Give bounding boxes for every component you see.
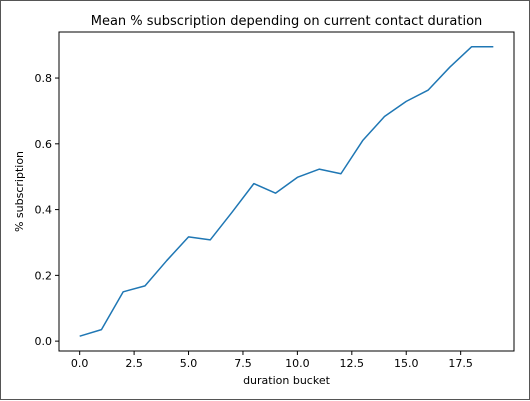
series-layer <box>80 47 494 336</box>
x-tick-label: 10.0 <box>285 357 310 370</box>
x-tick-label: 2.5 <box>125 357 143 370</box>
y-tick-label: 0.4 <box>35 204 53 217</box>
y-tick-label: 0.8 <box>35 72 53 85</box>
x-tick-label: 17.5 <box>448 357 473 370</box>
x-tick-label: 5.0 <box>180 357 198 370</box>
y-tick-label: 0.0 <box>35 335 53 348</box>
chart-title: Mean % subscription depending on current… <box>91 14 483 29</box>
y-axis-label: % subscription <box>13 151 26 232</box>
x-axis-label: duration bucket <box>243 374 331 387</box>
x-tick-label: 7.5 <box>234 357 252 370</box>
series-line <box>80 47 494 336</box>
y-tick-label: 0.2 <box>35 269 53 282</box>
x-tick-label: 12.5 <box>340 357 365 370</box>
plot-area <box>59 32 514 351</box>
x-tick-label: 0.0 <box>71 357 89 370</box>
x-axis: 0.0 2.5 5.0 7.5 10.0 12.5 15.0 17.5 <box>71 351 473 370</box>
y-axis: 0.0 0.2 0.4 0.6 0.8 <box>35 72 60 348</box>
y-tick-label: 0.6 <box>35 138 53 151</box>
x-tick-label: 15.0 <box>394 357 419 370</box>
